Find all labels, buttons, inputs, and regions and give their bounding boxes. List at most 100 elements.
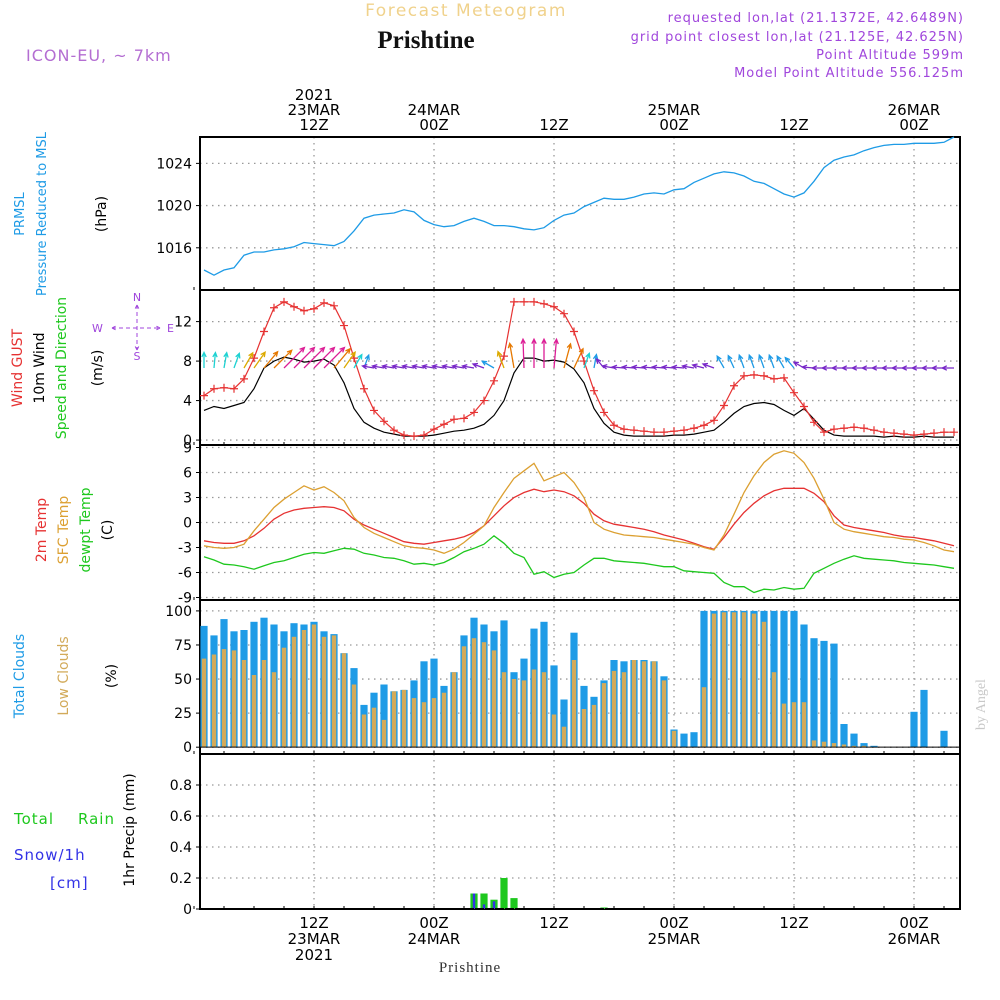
y-tick-label: 0 [183,433,192,449]
precip-unit-label: 1hr Precip (mm) [122,773,138,886]
low-cloud-bar [421,702,427,748]
time-label-bottom: 12Z [779,914,808,932]
wind-direction-arrow [273,349,293,369]
time-label-bottom: 12Z [299,914,328,932]
gust-marker [700,421,708,430]
gust-marker [730,381,738,390]
gust-marker [590,386,598,395]
wind-direction-arrow [738,353,745,369]
low-cloud-bar [841,744,847,748]
dewpoint-label: dewpt Temp [78,487,94,572]
wind-direction-arrow [573,347,584,369]
low-cloud-bar [241,660,247,748]
low-cloud-bar [401,689,407,748]
gust-marker [410,432,418,441]
time-label-top: 12Z [779,116,808,134]
low-cloud-bar [581,709,587,748]
low-cloud-bar [781,703,787,748]
gust-marker [890,429,898,438]
total-cloud-bar [830,643,838,748]
time-label-bottom: 00Z [419,914,448,932]
wind-direction-arrow [480,360,495,369]
cloud-unit: (%) [104,664,120,688]
gust-marker [640,427,648,436]
low-cloud-bar [481,642,487,748]
gust-marker [560,309,568,318]
wind-direction-arrow [461,363,475,370]
gust-marker [650,428,658,437]
wind-direction-arrow [640,364,655,371]
wind-direction-arrow [601,363,615,370]
gust-marker [490,376,498,385]
low-cloud-bar [551,714,557,748]
wind-direction-arrow [313,346,336,369]
gust-marker [930,429,938,438]
wind-direction-arrow [441,363,455,370]
total-cloud-bar [940,730,948,748]
low-cloud-bar [621,672,627,748]
low-cloud-bar [221,649,227,748]
gust-marker [810,418,818,427]
low-cloud-bar [461,646,467,748]
time-label-bottom: 26MAR [888,930,941,948]
wind-direction-arrow [701,362,715,369]
y-tick-label: 50 [174,672,192,688]
gust-marker [250,354,258,363]
time-label-bottom: 12Z [539,914,568,932]
y-tick-label: 8 [183,354,192,370]
total-cloud-bar [680,733,688,748]
y-tick-label: 0 [183,516,192,532]
wind-direction-arrow [303,346,326,369]
total-clouds-label: Total Clouds [12,634,28,719]
gust-marker [950,428,958,437]
wind-direction-arrow [343,350,356,369]
time-label-bottom: 23MAR [288,930,341,948]
gust-marker [790,388,798,397]
gust-marker [690,424,698,433]
wind-direction-arrow [371,363,385,370]
y-tick-label: 12 [174,315,192,331]
gust-marker [720,401,728,410]
compass-icon [111,304,161,351]
wind-direction-arrow [784,356,795,369]
low-cloud-bar [791,702,797,748]
rain-bar [480,893,488,909]
wind-direction-arrow [553,337,559,369]
y-tick-label: 0.8 [170,778,192,794]
wind-direction-arrow [768,353,775,369]
wind-label: 10m Wind [32,332,48,403]
gust-marker [570,327,578,336]
gust-marker [390,426,398,435]
temp-2m-label: 2m Temp [34,498,50,562]
wind-direction-arrow [243,351,254,369]
gust-marker [630,426,638,435]
low-cloud-bar [571,660,577,748]
low-cloud-bar [851,745,857,748]
time-label-bottom: 00Z [899,914,928,932]
temp-axis-labels: 2m Temp SFC Temp dewpt Temp (C) [34,487,116,572]
gust-marker [430,425,438,434]
low-cloud-bar [631,660,637,748]
time-label-top: 23MAR [288,101,341,119]
gust-marker [270,303,278,312]
wind-direction-arrow [361,363,375,370]
legend-snow: Snow/1h [14,846,86,864]
low-cloud-bar [751,613,757,748]
rain-bar [500,878,508,909]
wind-direction-arrow [610,364,625,371]
gust-marker [450,415,458,424]
y-tick-label: 6 [183,466,192,482]
low-cloud-bar [391,691,397,748]
low-cloud-bar [471,638,477,748]
gust-marker [510,297,518,306]
wind-direction-arrow [727,354,735,369]
low-cloud-bar [651,661,657,748]
y-tick-label: 100 [165,604,192,620]
panel-frame [199,753,961,910]
gust-marker [850,423,858,432]
time-label-top: 12Z [299,116,328,134]
gust-marker [370,406,378,415]
time-label-bottom: 25MAR [648,930,701,948]
low-cloud-bar [541,672,547,748]
time-label-top: 00Z [659,116,688,134]
